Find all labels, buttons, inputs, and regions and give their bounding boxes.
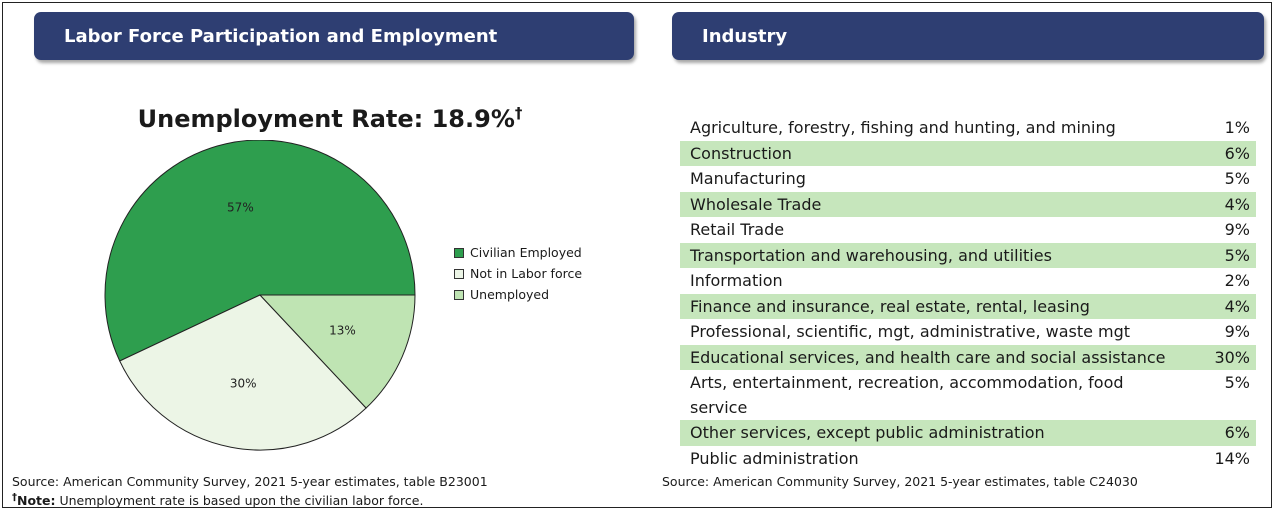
industry-row: Construction 6%: [680, 140, 1256, 166]
chart-title-mark: †: [514, 104, 523, 122]
industry-pct: 5%: [1180, 242, 1256, 268]
industry-name: Professional, scientific, mgt, administr…: [690, 322, 1131, 341]
industry-row: Educational services, and health care an…: [680, 344, 1256, 370]
industry-table: Agriculture, forestry, fishing and hunti…: [680, 115, 1256, 471]
industry-pct: 5%: [1224, 373, 1250, 392]
labor-force-header-text: Labor Force Participation and Employment: [64, 25, 498, 47]
chart-title-text: Unemployment Rate: 18.9%: [137, 105, 515, 133]
left-source-note: Source: American Community Survey, 2021 …: [12, 474, 488, 509]
industry-row: Finance and insurance, real estate, rent…: [680, 293, 1256, 319]
legend-swatch-unemployed: [454, 289, 464, 300]
legend-label-not-in-labor-force: Not in Labor force: [470, 266, 583, 281]
industry-row: Arts, entertainment, recreation, accommo…: [680, 370, 1256, 420]
pie-slice-not-in-labor-force: [119, 294, 367, 451]
legend-label-unemployed: Unemployed: [470, 287, 550, 302]
industry-name: Public administration: [690, 448, 859, 468]
industry-row: Manufacturing 5%: [680, 166, 1256, 192]
industry-name: Manufacturing: [690, 169, 806, 188]
industry-pct: 2%: [1224, 271, 1250, 290]
chart-title: Unemployment Rate: 18.9%†: [20, 104, 640, 133]
industry-pct: 4%: [1180, 293, 1256, 319]
industry-pct: 14%: [1214, 448, 1250, 468]
right-source-note: Source: American Community Survey, 2021 …: [662, 474, 1138, 489]
pie-slice-civilian-employed: [104, 140, 416, 362]
industry-pct: 9%: [1224, 322, 1250, 341]
industry-pct: 5%: [1224, 169, 1250, 188]
industry-name: Wholesale Trade: [680, 191, 1180, 217]
industry-name: Educational services, and health care an…: [680, 344, 1180, 370]
right-source-text: Source: American Community Survey, 2021 …: [662, 474, 1138, 489]
industry-pct: 6%: [1180, 420, 1256, 446]
industry-row: Other services, except public administra…: [680, 420, 1256, 446]
industry-name: Retail Trade: [690, 220, 785, 239]
industry-pct: 6%: [1180, 140, 1256, 166]
industry-row: Information 2%: [680, 268, 1256, 294]
pie-label-unemployed: 13%: [329, 324, 356, 338]
industry-row: Retail Trade 9%: [680, 217, 1256, 243]
industry-pct: 9%: [1224, 220, 1250, 239]
pie-label-not-in-labor-force: 30%: [230, 376, 257, 390]
labor-force-header: Labor Force Participation and Employment: [34, 12, 634, 60]
legend-item-not-in-labor-force: Not in Labor force: [454, 263, 582, 284]
industry-name: Information: [690, 271, 783, 290]
pie-label-civilian-employed: 57%: [227, 200, 254, 214]
industry-name: Other services, except public administra…: [680, 420, 1180, 446]
industry-name: Construction: [680, 140, 1180, 166]
footnote: †Note: Unemployment rate is based upon t…: [12, 490, 488, 509]
industry-row: Transportation and warehousing, and util…: [680, 242, 1256, 268]
pie-chart: 57% 30% 13%: [104, 140, 416, 451]
footnote-label: Note:: [17, 493, 56, 509]
legend-item-unemployed: Unemployed: [454, 284, 582, 305]
industry-pct: 1%: [1224, 118, 1250, 137]
legend-swatch-not-in-labor-force: [454, 268, 464, 279]
industry-row: Wholesale Trade 4%: [680, 191, 1256, 217]
industry-pct: 4%: [1180, 191, 1256, 217]
left-source-text: Source: American Community Survey, 2021 …: [12, 474, 488, 489]
industry-pct: 30%: [1180, 344, 1256, 370]
industry-row: Public administration 14%: [680, 446, 1256, 472]
industry-header: Industry: [672, 12, 1264, 60]
chart-legend: Civilian Employed Not in Labor force Une…: [454, 242, 582, 305]
industry-row: Professional, scientific, mgt, administr…: [680, 319, 1256, 345]
footnote-text: Unemployment rate is based upon the civi…: [55, 493, 424, 509]
industry-name: Transportation and warehousing, and util…: [680, 242, 1180, 268]
industry-row: Agriculture, forestry, fishing and hunti…: [680, 115, 1256, 141]
footnote-mark: †: [12, 492, 17, 503]
legend-label-civilian-employed: Civilian Employed: [470, 245, 582, 260]
pie-slice-unemployed: [258, 294, 416, 409]
industry-name: Agriculture, forestry, fishing and hunti…: [690, 118, 1116, 137]
industry-name: Arts, entertainment, recreation, accommo…: [690, 373, 1124, 417]
legend-item-civilian-employed: Civilian Employed: [454, 242, 582, 263]
legend-swatch-civilian-employed: [454, 247, 464, 258]
industry-name: Finance and insurance, real estate, rent…: [680, 293, 1180, 319]
industry-header-text: Industry: [702, 25, 788, 47]
